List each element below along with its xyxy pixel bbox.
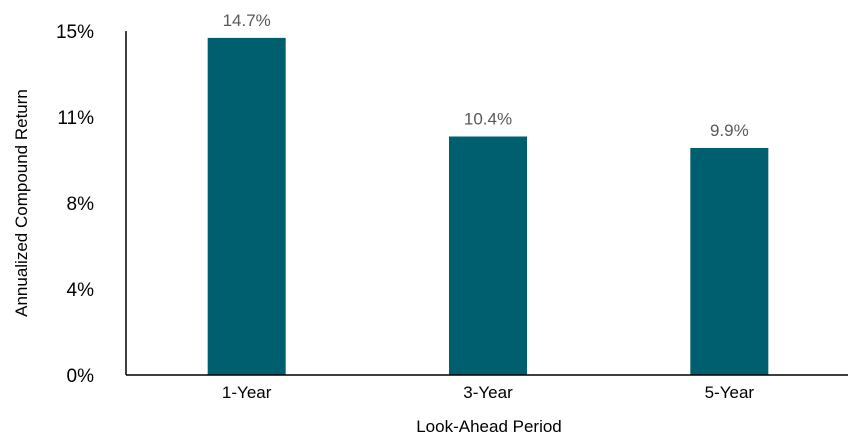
data-labels: 14.7% 10.4% 9.9% (223, 11, 749, 140)
y-tick-label: 4% (67, 280, 95, 301)
bar-5-year (690, 147, 769, 375)
y-axis-title: Annualized Compound Return (12, 89, 31, 317)
bars (207, 37, 769, 375)
x-tick-label: 1-Year (222, 383, 272, 402)
y-tick-label: 8% (67, 194, 95, 215)
y-tick-label: 15% (56, 22, 94, 43)
data-label: 9.9% (710, 121, 749, 140)
x-axis-ticks: 1-Year 3-Year 5-Year (222, 383, 754, 402)
x-tick-label: 3-Year (463, 383, 513, 402)
x-axis-title: Look-Ahead Period (416, 417, 562, 436)
data-label: 14.7% (223, 11, 271, 30)
y-axis-ticks: 0% 4% 8% 11% 15% (56, 22, 94, 387)
y-tick-label: 11% (57, 108, 94, 129)
y-tick-label: 0% (67, 366, 95, 387)
x-tick-label: 5-Year (705, 383, 755, 402)
bar-1-year (207, 37, 286, 375)
data-label: 10.4% (464, 109, 512, 128)
bar-3-year (449, 136, 527, 375)
